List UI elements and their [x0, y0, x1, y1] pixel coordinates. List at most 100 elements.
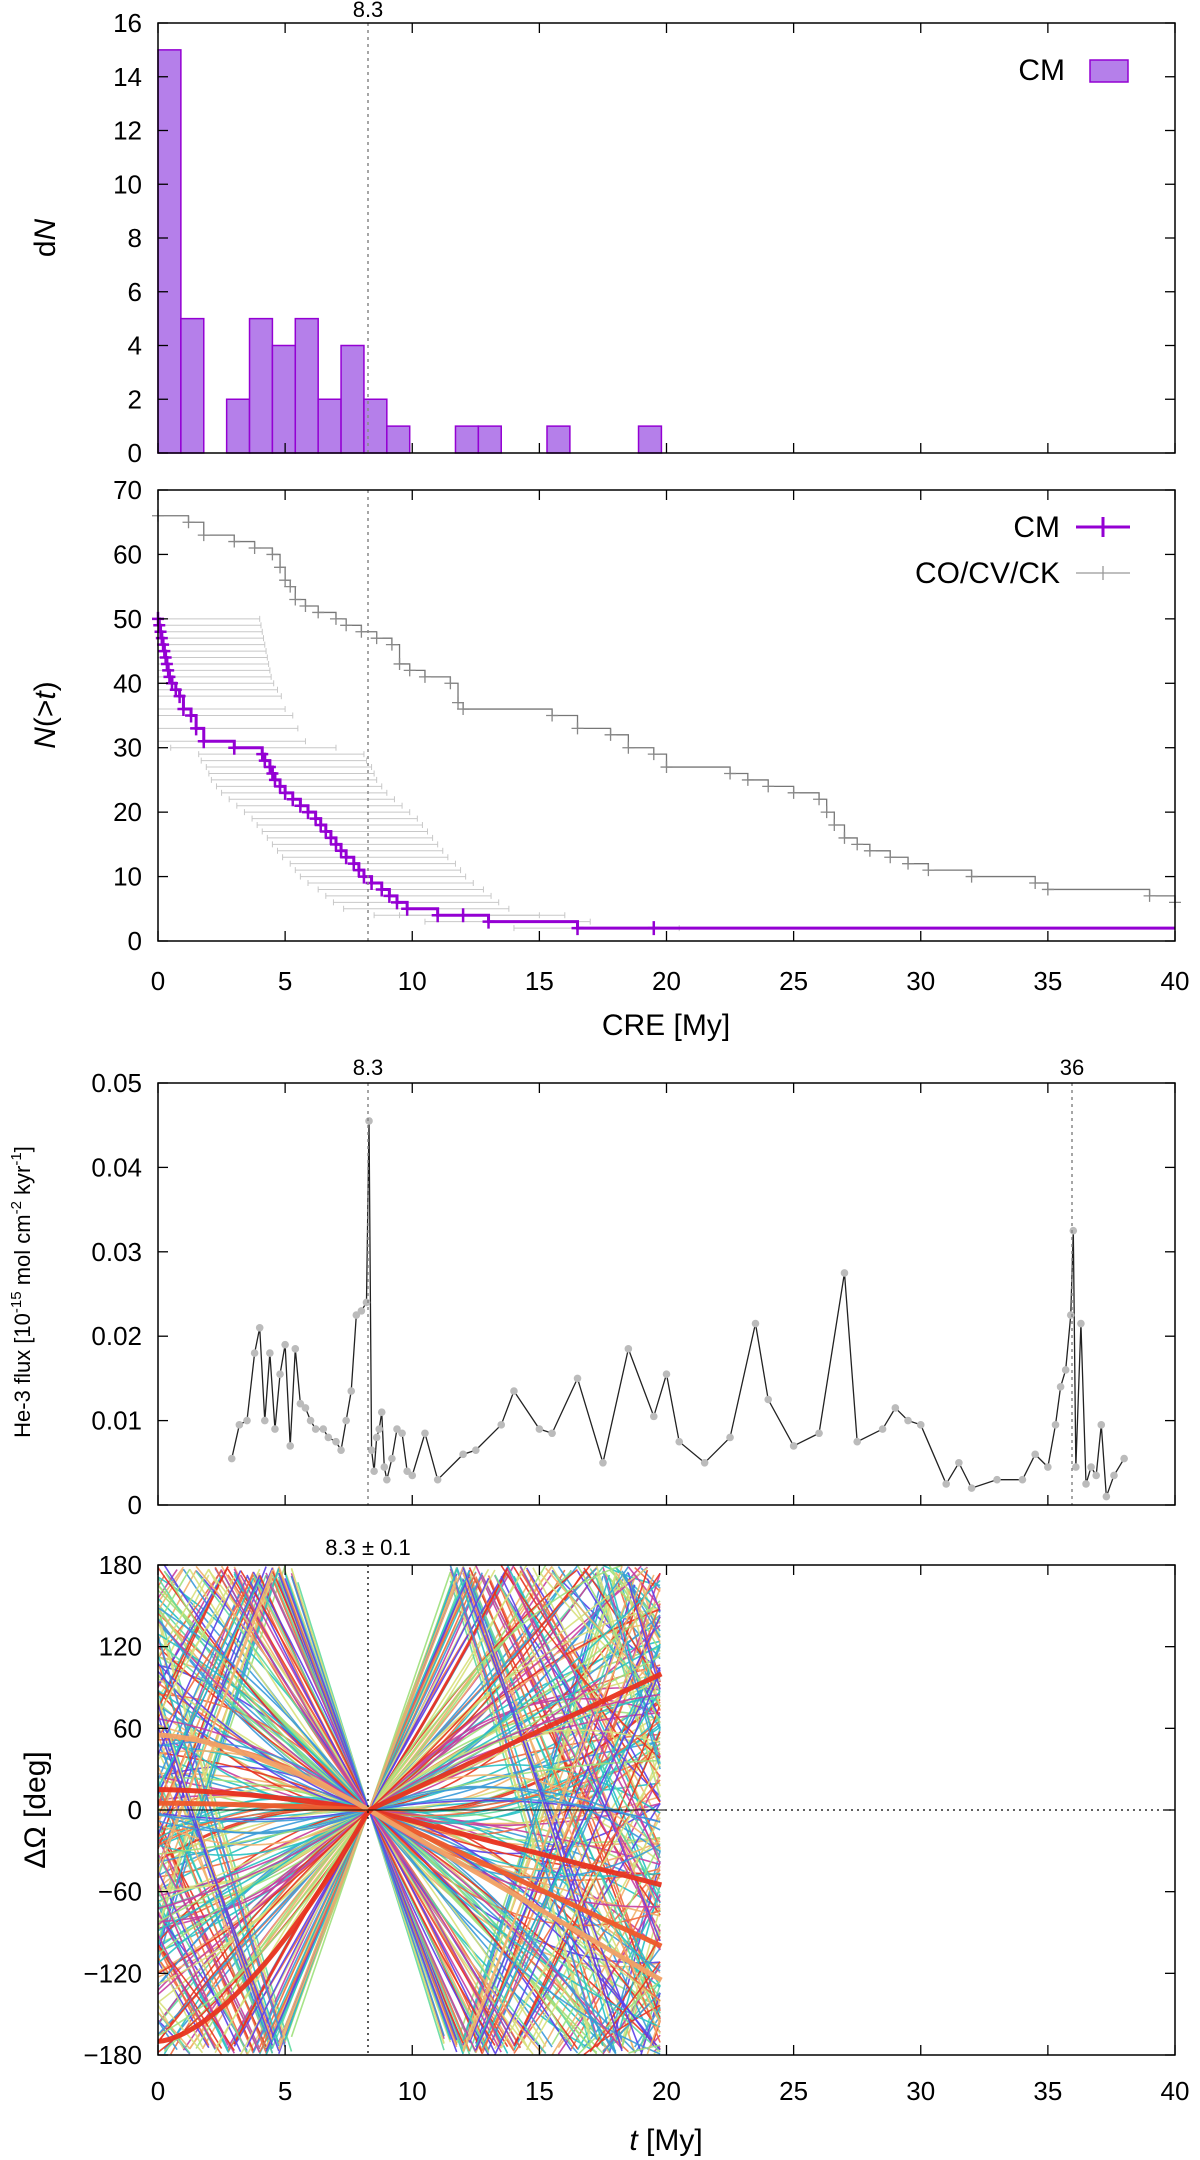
- y-tick-label: 120: [99, 1632, 142, 1662]
- cm-marker: [647, 921, 660, 936]
- flux-panel: 0 0.01 0.02 0.03 0.04 0.05 8.3 36 He-3 flux […: [8, 1055, 1176, 1520]
- y-tick-label: 40: [113, 668, 142, 698]
- convergence-xlabel: t [My]: [629, 2124, 702, 2157]
- histogram-annotation: 8.3: [353, 0, 384, 22]
- co-cv-ck-marker: [274, 561, 287, 574]
- x-tick-label: 35: [1033, 2076, 1062, 2106]
- convergence-track: [158, 1655, 661, 2009]
- convergence-track: [158, 1723, 661, 1982]
- y-tick-label: 0.01: [91, 1406, 142, 1436]
- y-tick-label: 8: [128, 223, 142, 253]
- co-cv-ck-marker: [813, 793, 826, 806]
- co-cv-ck-marker: [820, 806, 833, 819]
- flux-marker: [815, 1429, 823, 1438]
- co-cv-ck-marker: [355, 625, 368, 638]
- co-cv-ck-marker: [1029, 877, 1042, 890]
- flux-marker: [751, 1319, 760, 1328]
- cm-marker: [266, 766, 279, 781]
- flux-marker: [853, 1437, 861, 1446]
- convergence-track: [158, 1720, 661, 1847]
- histogram-bar: [294, 317, 319, 454]
- histogram-bar: [248, 317, 274, 454]
- flux-marker: [1066, 1311, 1075, 1319]
- flux-marker: [1102, 1492, 1111, 1501]
- cumulative-y-ticks: 0 10 20 30 40 50 60 70: [113, 475, 1175, 956]
- flux-marker: [1082, 1480, 1090, 1488]
- flux-marker: [1092, 1471, 1100, 1480]
- flux-marker: [967, 1484, 976, 1492]
- cm-marker: [185, 708, 198, 723]
- histogram-bar: [546, 425, 571, 454]
- co-cv-ck-marker: [385, 638, 398, 651]
- flux-marker: [891, 1404, 900, 1412]
- flux-marker: [1110, 1471, 1118, 1480]
- cm-marker: [383, 888, 396, 903]
- flux-marker: [398, 1429, 406, 1438]
- cm-marker: [279, 785, 292, 800]
- y-tick-label: 10: [113, 862, 142, 892]
- cm-marker: [162, 663, 175, 678]
- flux-marker: [433, 1475, 442, 1484]
- y-tick-label: 30: [113, 733, 142, 763]
- flux-marker: [365, 1117, 373, 1125]
- flux-marker: [324, 1433, 333, 1442]
- flux-marker: [700, 1459, 709, 1467]
- x-tick-label: 40: [1161, 966, 1190, 996]
- convergence-y-ticks: 180 120 60 0 −60 −120 −180: [83, 1550, 1175, 2070]
- flux-marker: [789, 1442, 798, 1450]
- x-tick-label: 10: [398, 2076, 427, 2106]
- histogram-bar: [386, 425, 411, 454]
- y-tick-label: 12: [113, 116, 142, 146]
- flux-marker: [352, 1311, 361, 1319]
- convergence-track: [158, 1693, 661, 1927]
- flux-marker: [1044, 1463, 1052, 1471]
- flux-marker: [357, 1307, 366, 1315]
- cm-marker: [286, 792, 299, 807]
- co-cv-ck-marker: [452, 696, 465, 709]
- flux-marker: [878, 1425, 887, 1433]
- co-cv-ck-marker: [828, 819, 841, 832]
- flux-marker: [840, 1269, 849, 1277]
- flux-marker: [573, 1374, 582, 1383]
- co-cv-ck-marker: [393, 657, 406, 670]
- flux-marker: [260, 1416, 269, 1425]
- x-tick-label: 15: [525, 2076, 554, 2106]
- flux-marker: [726, 1433, 734, 1442]
- co-cv-ck-marker: [403, 664, 416, 677]
- co-cv-ck-markers: [152, 509, 1181, 909]
- flux-marker: [250, 1349, 259, 1357]
- flux-marker: [662, 1370, 671, 1378]
- flux-marker: [1061, 1366, 1070, 1374]
- co-cv-ck-marker: [1143, 889, 1156, 902]
- convergence-track: [158, 1606, 661, 1986]
- cm-marker: [571, 921, 584, 936]
- cm-marker: [431, 908, 444, 923]
- cm-marker: [375, 882, 388, 897]
- flux-marker: [459, 1450, 467, 1459]
- convergence-track: [158, 1565, 661, 2054]
- co-cv-ck-marker: [851, 838, 864, 851]
- flux-marker: [916, 1421, 925, 1429]
- histogram-bar: [180, 317, 205, 454]
- histogram-y-ticks: 0 2 4 6 8 10 12 14 16: [113, 8, 1175, 468]
- histogram-bar: [271, 344, 297, 454]
- flux-marker: [243, 1416, 251, 1425]
- cumulative-xlabel: CRE [My]: [602, 1009, 730, 1042]
- flux-marker: [1087, 1463, 1095, 1471]
- histogram-legend-swatch: [1089, 59, 1129, 83]
- cm-marker: [177, 702, 190, 717]
- y-tick-label: −180: [83, 2040, 142, 2070]
- cm-marker: [482, 914, 495, 929]
- x-tick-label: 5: [278, 2076, 292, 2106]
- flux-marker: [291, 1345, 300, 1353]
- histogram-bar: [340, 344, 365, 454]
- flux-annotation-8-3: 8.3: [353, 1055, 384, 1080]
- co-cv-ck-marker: [289, 593, 302, 606]
- co-cv-ck-marker: [762, 780, 775, 793]
- flux-ylabel: He-3 flux [10-15 mol cm-2 kyr-1]: [8, 1146, 35, 1438]
- flux-y-ticks: 0 0.01 0.02 0.03 0.04 0.05: [91, 1068, 1175, 1520]
- flux-annotation-36: 36: [1060, 1055, 1084, 1080]
- y-tick-label: 0.02: [91, 1321, 142, 1351]
- flux-marker: [649, 1412, 658, 1421]
